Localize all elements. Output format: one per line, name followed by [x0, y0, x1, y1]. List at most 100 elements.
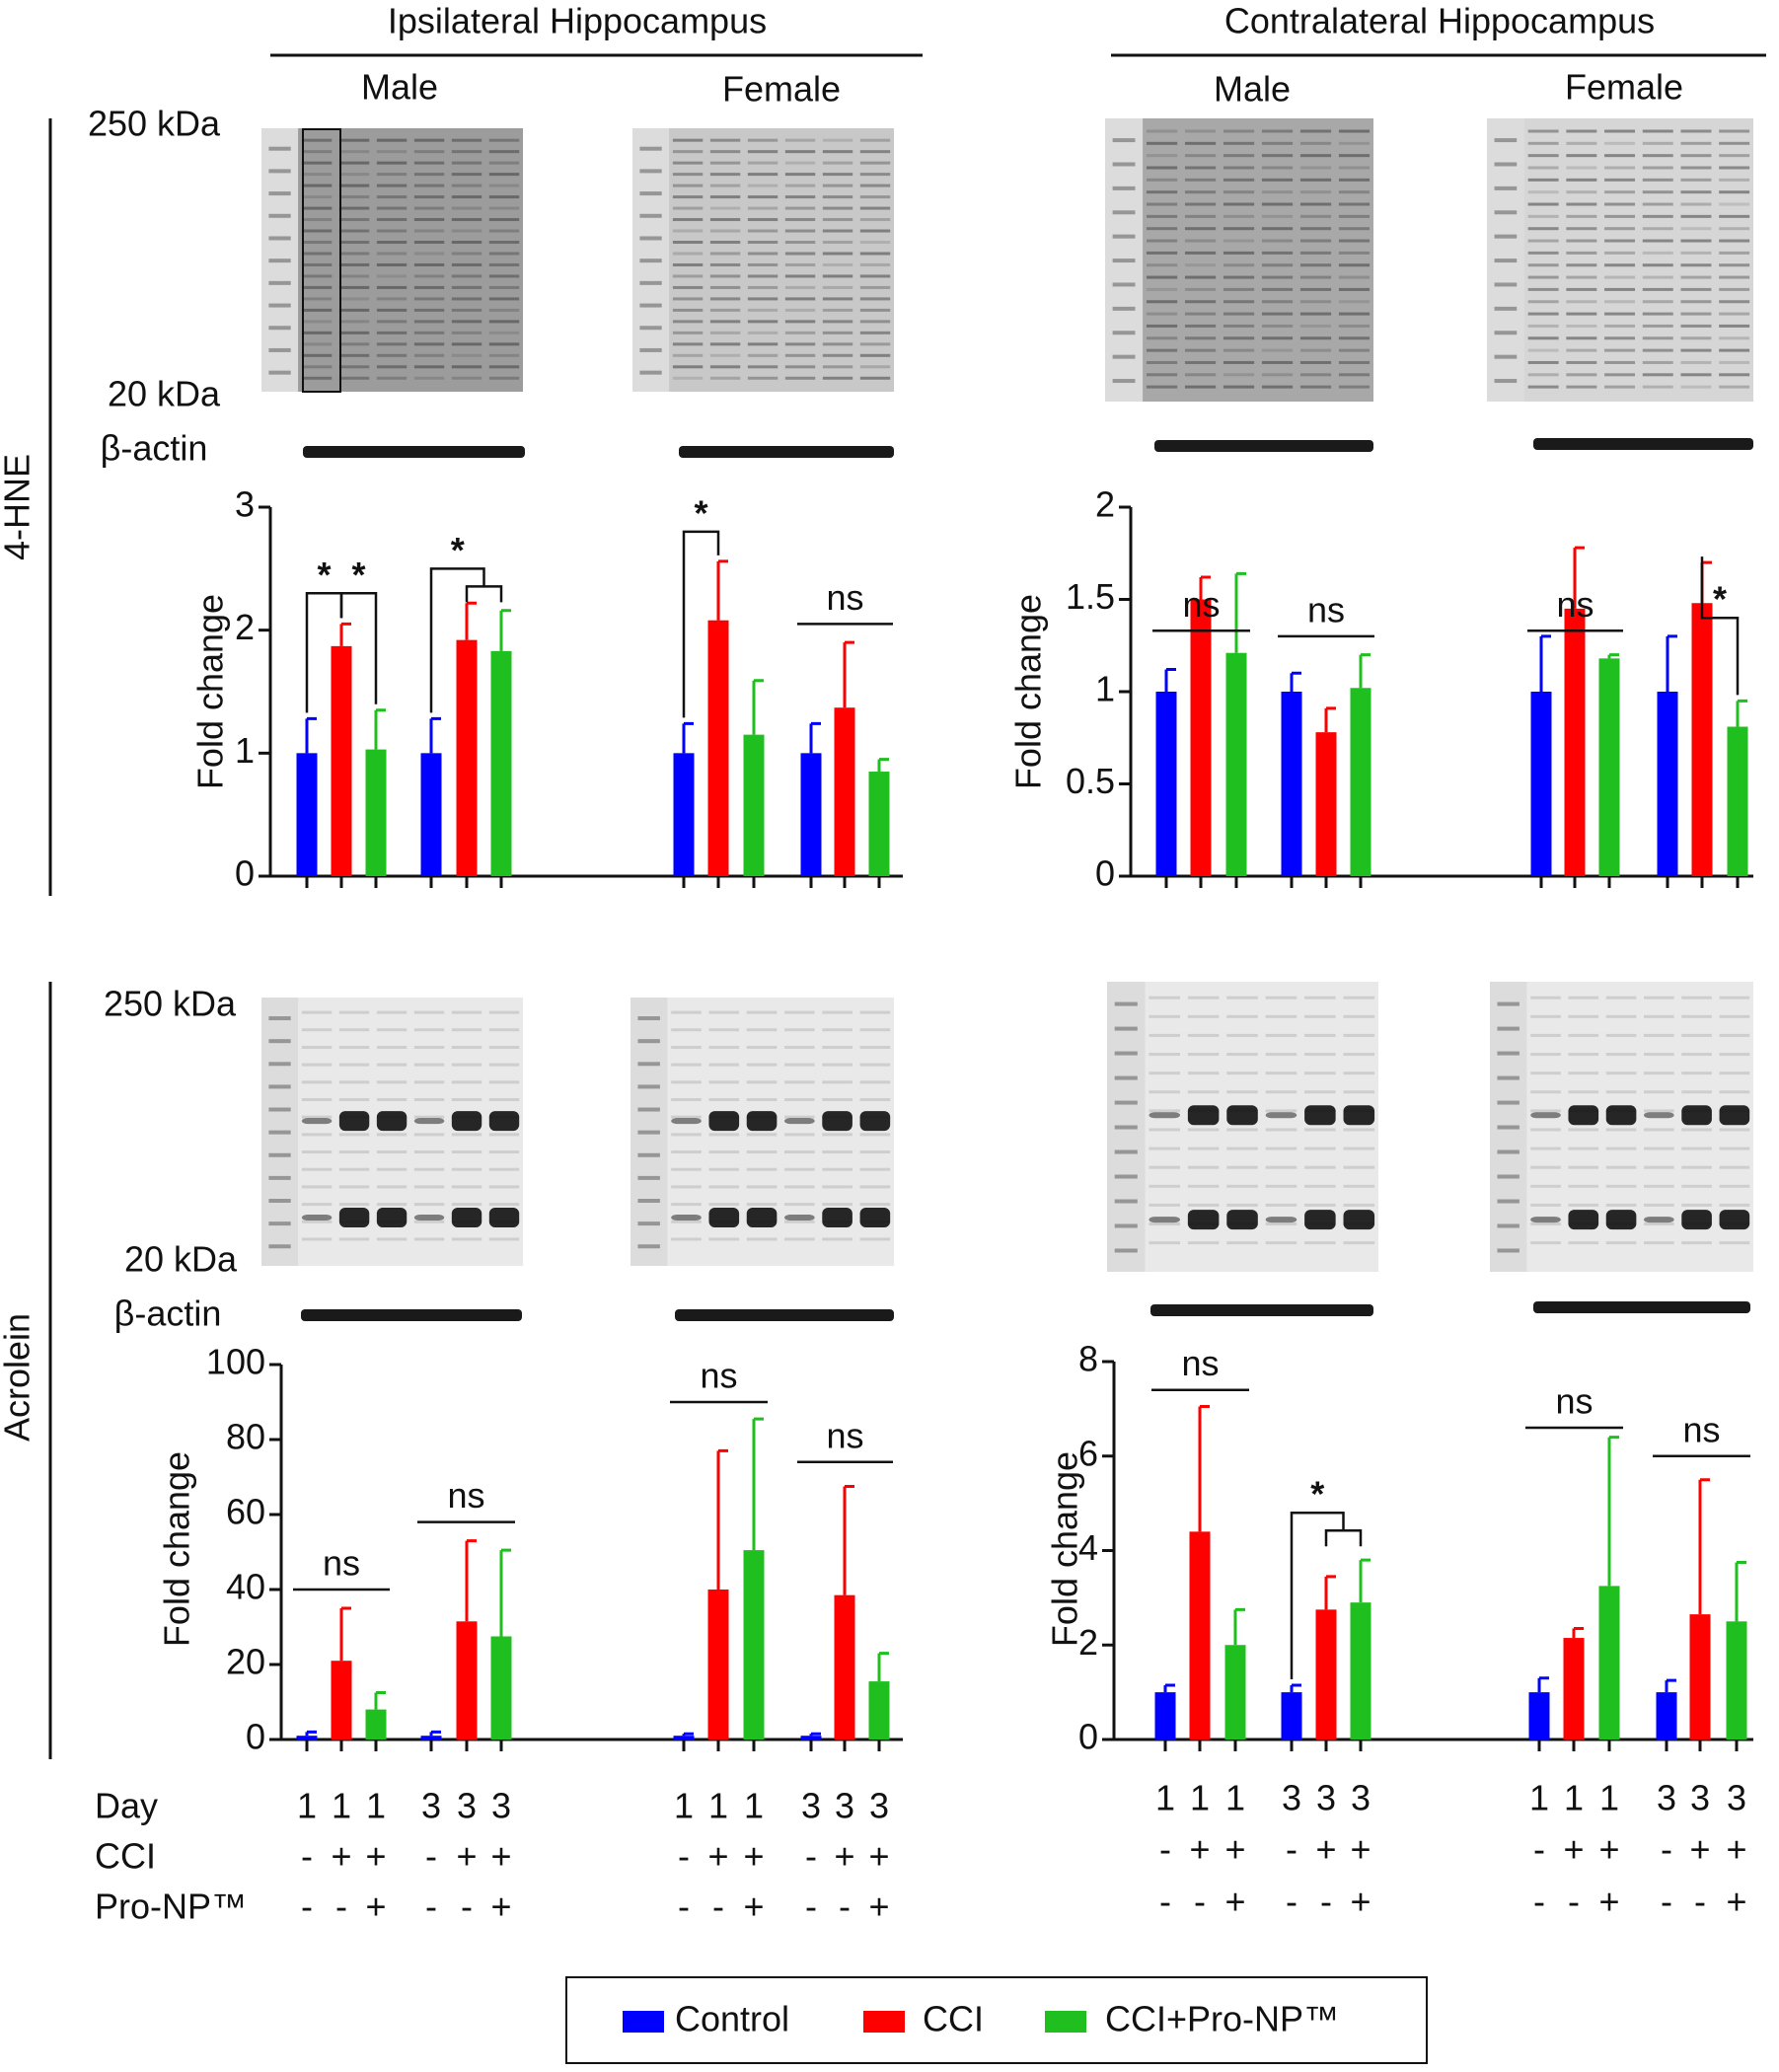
- condition-value: +: [365, 1836, 386, 1877]
- blot-band: [1530, 1112, 1561, 1119]
- blot-band: [1719, 287, 1750, 291]
- y-tick-label: 40: [226, 1567, 265, 1607]
- blot-band: [1642, 275, 1673, 279]
- blot-band: [1226, 1165, 1258, 1169]
- blot-band: [1566, 154, 1597, 158]
- blot-band: [1527, 300, 1559, 304]
- bar: [1155, 692, 1177, 876]
- blot-band: [1146, 275, 1178, 279]
- blot-band: [413, 1063, 445, 1067]
- blot-band: [451, 320, 482, 324]
- ladder-band: [268, 326, 291, 331]
- annotation: ns: [323, 1543, 360, 1584]
- error-bar: [1199, 575, 1211, 600]
- blot-band: [376, 206, 408, 210]
- blot-band: [451, 229, 482, 233]
- blot-band: [1338, 312, 1371, 316]
- blot-band: [1604, 373, 1636, 377]
- ladder-band: [637, 1175, 660, 1180]
- blot-band: [1719, 1241, 1750, 1245]
- blot-band: [338, 1111, 370, 1132]
- blot-band: [488, 1150, 520, 1154]
- ladder-band: [639, 280, 662, 285]
- y-tick-label: 2: [1095, 484, 1115, 525]
- condition-value: -: [839, 1887, 851, 1927]
- bar: [1315, 732, 1337, 876]
- blot-band: [1223, 129, 1255, 133]
- blot-band: [1642, 214, 1673, 218]
- blot-band: [1223, 275, 1255, 279]
- condition-value: 3: [1690, 1778, 1710, 1818]
- condition-value: 3: [1282, 1778, 1301, 1818]
- blot-band: [1680, 154, 1712, 158]
- blot-band: [1223, 251, 1255, 255]
- blot-band: [1261, 190, 1294, 194]
- blot-band: [1719, 214, 1750, 218]
- error-bar: [877, 1652, 889, 1682]
- actin-band: [1533, 438, 1753, 450]
- ladder-band: [1114, 1199, 1138, 1204]
- blot-band: [1604, 336, 1636, 340]
- blot-band: [1681, 996, 1712, 999]
- blot-band: [709, 342, 741, 346]
- blot: [1487, 118, 1753, 402]
- blot-band: [1680, 202, 1712, 206]
- blot-band: [338, 218, 370, 222]
- blot-band: [1223, 190, 1255, 194]
- blot-band: [859, 195, 891, 199]
- blot-band: [784, 297, 816, 301]
- blot-band: [451, 1080, 482, 1084]
- blot-band: [1530, 1203, 1561, 1207]
- blot-band: [451, 1167, 482, 1171]
- blot-band: [1719, 1072, 1750, 1075]
- blot-band: [1604, 287, 1636, 291]
- blot-band: [338, 1150, 370, 1154]
- blot-band: [338, 1098, 370, 1101]
- blot-band: [301, 342, 333, 346]
- blot-band: [1719, 251, 1750, 255]
- blot-band: [1527, 141, 1559, 145]
- error-bar: [339, 1606, 351, 1662]
- blot-band: [1226, 1147, 1258, 1150]
- blot-band: [784, 1028, 815, 1032]
- blot-band: [1338, 275, 1371, 279]
- blot-band: [709, 331, 741, 334]
- blot-band: [1304, 1210, 1336, 1230]
- kda-label: 250 kDa: [104, 984, 237, 1024]
- ladder-band: [1114, 1051, 1138, 1056]
- blot-band: [784, 1167, 815, 1171]
- blot-band: [1566, 141, 1597, 145]
- ladder-band: [268, 1221, 291, 1226]
- blot-band: [1261, 239, 1294, 243]
- blot-band: [746, 1028, 778, 1032]
- blot-band: [451, 1203, 482, 1207]
- blot-band: [1568, 1053, 1599, 1057]
- condition-value: 3: [491, 1786, 511, 1826]
- blot-band: [1605, 1014, 1637, 1018]
- blot-band: [784, 1010, 815, 1014]
- blot-band: [1223, 178, 1255, 182]
- blot-band: [747, 320, 778, 324]
- blot-band: [822, 365, 853, 369]
- blot-band: [1187, 1072, 1220, 1075]
- blot-band: [709, 365, 741, 369]
- blot-band: [672, 150, 704, 154]
- blot-band: [1642, 239, 1673, 243]
- condition-label: Pro-NP™: [95, 1887, 247, 1927]
- ladder-band: [637, 1039, 660, 1044]
- blot-band: [1338, 373, 1371, 377]
- blot-band: [1146, 336, 1178, 340]
- blot-band: [859, 1185, 891, 1189]
- blot-band: [376, 297, 408, 301]
- blot-band: [376, 274, 408, 278]
- blot-band: [488, 1098, 520, 1101]
- blot-band: [376, 218, 408, 222]
- ladder-band: [1112, 306, 1136, 311]
- blot-band: [488, 1063, 520, 1067]
- error-bar: [752, 679, 764, 735]
- blot-band: [338, 206, 370, 210]
- blot-band: [1568, 1184, 1599, 1188]
- error-bar: [1164, 668, 1176, 692]
- blot-band: [1146, 190, 1178, 194]
